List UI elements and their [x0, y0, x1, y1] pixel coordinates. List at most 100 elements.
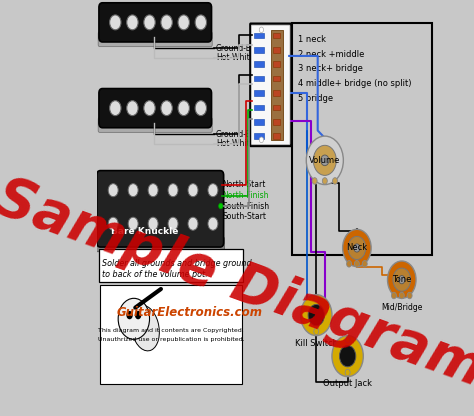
Bar	[254, 62, 264, 67]
Text: Volume: Volume	[309, 156, 340, 165]
Circle shape	[313, 145, 337, 176]
Circle shape	[178, 15, 190, 30]
Circle shape	[308, 305, 324, 326]
FancyBboxPatch shape	[98, 32, 212, 47]
Circle shape	[388, 261, 416, 298]
Circle shape	[118, 298, 149, 339]
Bar	[273, 119, 280, 124]
Bar	[272, 30, 283, 140]
Circle shape	[259, 137, 264, 143]
Circle shape	[161, 101, 173, 116]
Text: Tone: Tone	[392, 275, 411, 284]
Circle shape	[306, 136, 343, 185]
Circle shape	[345, 369, 350, 376]
FancyBboxPatch shape	[98, 117, 212, 132]
Bar	[273, 32, 280, 38]
Circle shape	[354, 244, 360, 252]
Bar	[254, 119, 264, 124]
Text: Mid/Bridge: Mid/Bridge	[381, 303, 422, 312]
Text: South-Finish: South-Finish	[222, 201, 269, 210]
Circle shape	[301, 295, 332, 336]
FancyBboxPatch shape	[99, 249, 243, 282]
Text: Sample Diagram: Sample Diagram	[0, 171, 474, 398]
Text: Hot-White: Hot-White	[216, 139, 254, 148]
Circle shape	[362, 260, 367, 267]
Circle shape	[314, 328, 319, 335]
Circle shape	[128, 183, 138, 197]
Circle shape	[168, 183, 178, 197]
Bar	[100, 285, 242, 384]
Circle shape	[345, 337, 350, 343]
Bar	[273, 47, 280, 52]
Circle shape	[168, 217, 178, 230]
Circle shape	[109, 101, 121, 116]
Circle shape	[339, 345, 356, 367]
Circle shape	[314, 295, 319, 302]
FancyBboxPatch shape	[250, 23, 292, 146]
Bar	[254, 47, 264, 52]
Circle shape	[392, 292, 396, 299]
Text: 2 neck +middle: 2 neck +middle	[298, 50, 364, 59]
Circle shape	[399, 275, 405, 284]
Circle shape	[127, 15, 138, 30]
Circle shape	[219, 203, 223, 209]
FancyBboxPatch shape	[97, 171, 224, 247]
Circle shape	[321, 155, 329, 166]
Text: North-Start: North-Start	[222, 180, 265, 189]
FancyBboxPatch shape	[99, 89, 211, 128]
Text: 4 middle+ bridge (no split): 4 middle+ bridge (no split)	[298, 79, 411, 89]
Ellipse shape	[131, 305, 159, 351]
Circle shape	[208, 183, 218, 197]
FancyBboxPatch shape	[251, 25, 290, 144]
Bar	[273, 90, 280, 96]
Text: Ground-Black: Ground-Black	[216, 130, 267, 139]
Circle shape	[108, 183, 118, 197]
FancyBboxPatch shape	[99, 3, 211, 42]
Circle shape	[322, 178, 328, 184]
Text: to back of the volume pot.: to back of the volume pot.	[102, 270, 208, 280]
Text: Solder all grounds and bridge ground: Solder all grounds and bridge ground	[102, 259, 251, 268]
Text: Kill Switch: Kill Switch	[295, 339, 338, 348]
Circle shape	[332, 336, 363, 376]
Bar	[273, 133, 280, 139]
Circle shape	[178, 101, 190, 116]
Text: 3 neck+ bridge: 3 neck+ bridge	[298, 64, 363, 74]
Bar	[254, 32, 264, 38]
Circle shape	[161, 15, 173, 30]
Circle shape	[195, 15, 207, 30]
Text: Output Jack: Output Jack	[323, 379, 372, 389]
Circle shape	[109, 15, 121, 30]
Text: Neck: Neck	[346, 243, 367, 253]
FancyBboxPatch shape	[96, 237, 224, 252]
Circle shape	[355, 260, 359, 267]
Text: Ground-Black: Ground-Black	[216, 44, 267, 53]
Circle shape	[144, 15, 155, 30]
Circle shape	[348, 236, 366, 260]
Circle shape	[259, 27, 264, 32]
Text: 5 bridge: 5 bridge	[298, 94, 333, 103]
Text: North-Finish: North-Finish	[222, 191, 269, 200]
Circle shape	[208, 217, 218, 230]
Circle shape	[135, 311, 141, 319]
Text: Unauthrized use or republication is prohibited.: Unauthrized use or republication is proh…	[98, 337, 244, 342]
Bar	[254, 76, 264, 82]
Circle shape	[195, 101, 207, 116]
Text: Hot-White: Hot-White	[216, 53, 254, 62]
Circle shape	[346, 260, 352, 267]
Bar	[254, 133, 264, 139]
Circle shape	[312, 178, 317, 184]
Circle shape	[127, 101, 138, 116]
Text: Bare Knuckle: Bare Knuckle	[111, 227, 178, 236]
Circle shape	[407, 292, 412, 299]
Circle shape	[399, 292, 404, 299]
Bar	[254, 104, 264, 110]
Circle shape	[188, 183, 198, 197]
Circle shape	[188, 217, 198, 230]
Circle shape	[108, 217, 118, 230]
Text: South-Start: South-Start	[222, 212, 266, 221]
Circle shape	[393, 268, 410, 291]
Text: This diagram and it contents are Copyrighted.: This diagram and it contents are Copyrig…	[98, 328, 244, 333]
Circle shape	[127, 311, 133, 319]
Circle shape	[148, 183, 158, 197]
Bar	[254, 90, 264, 96]
